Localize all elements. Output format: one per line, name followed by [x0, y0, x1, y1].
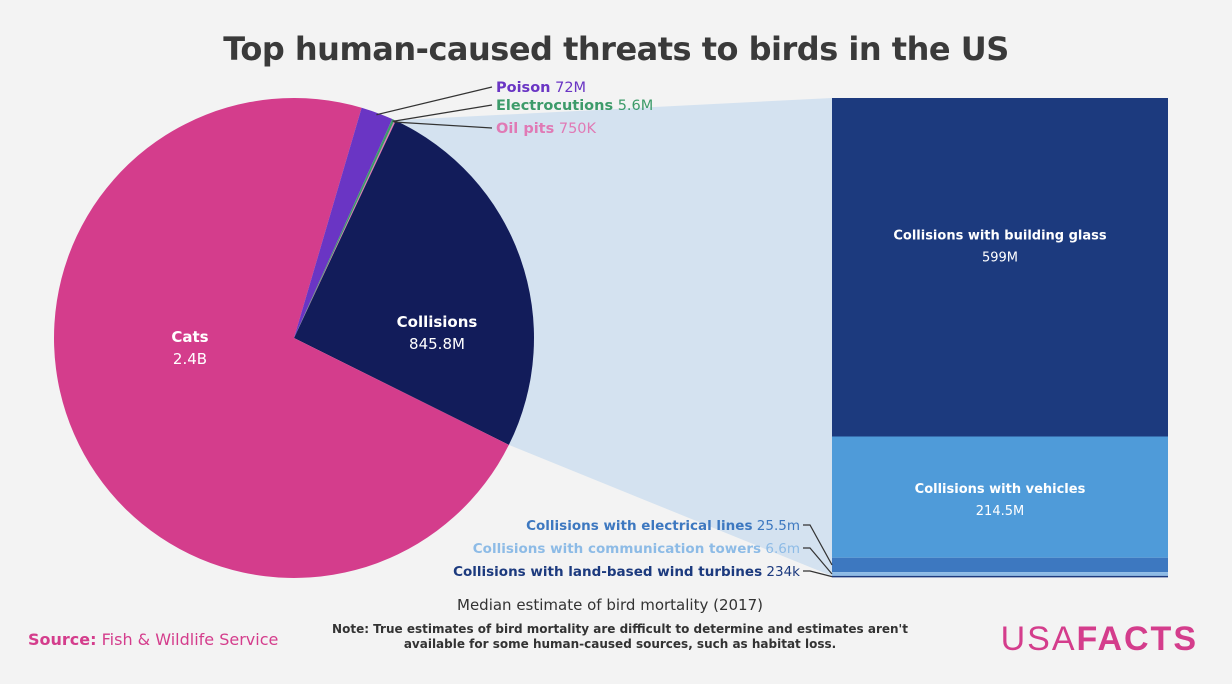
- bar-value-vehicles: 214.5M: [976, 504, 1024, 519]
- pie-slice-oil_pits: [294, 120, 396, 338]
- source-text: Fish & Wildlife Service: [101, 630, 279, 649]
- bar-label-building_glass: Collisions with building glass: [893, 229, 1107, 244]
- data-labels: Cats 2.4B Collisions 845.8M Poison 72M Electr…: [171, 80, 1107, 580]
- bar-segment-communication_towers: [832, 572, 1168, 576]
- callout-line-electrocutions: [392, 104, 493, 122]
- chart-subtitle: Median estimate of bird mortality (2017): [457, 596, 763, 614]
- bar-callout-communication_towers: Collisions with communication towers 6.6…: [473, 541, 800, 557]
- usafacts-logo: USAFACTS: [1001, 620, 1198, 659]
- pie-slice-poison: [294, 107, 393, 338]
- bar-callout-line-wind_turbines: [803, 570, 833, 578]
- callout-label-oil_pits: Oil pits 750K: [496, 121, 597, 137]
- callout-line-oil_pits: [393, 121, 493, 129]
- logo-part1: USA: [1000, 620, 1077, 658]
- bar-callout-line-communication_towers: [803, 547, 833, 575]
- pie-label-collisions: Collisions: [397, 313, 478, 331]
- pie-slice-electrocutions: [294, 119, 395, 339]
- bar-segment-electrical_lines: [832, 557, 1168, 573]
- zoom-connector: [394, 98, 832, 576]
- bar-label-vehicles: Collisions with vehicles: [915, 482, 1086, 497]
- bar-callout-wind_turbines: Collisions with land-based wind turbines…: [453, 564, 800, 580]
- source-label: Source:: [28, 630, 97, 649]
- pie-slice-cats: [54, 97, 509, 578]
- pie-value-collisions: 845.8M: [409, 335, 465, 353]
- callout-label-poison: Poison 72M: [496, 80, 586, 96]
- bar-value-building_glass: 599M: [982, 251, 1018, 266]
- zoom-wedge: [394, 98, 832, 576]
- callout-line-poison: [376, 86, 493, 116]
- pie-chart: [54, 97, 535, 578]
- bar-callout-electrical_lines: Collisions with electrical lines 25.5m: [526, 518, 800, 534]
- pie-slice-collisions: [294, 120, 535, 445]
- callout-label-electrocutions: Electrocutions 5.6M: [496, 98, 653, 114]
- bar-segment-vehicles: [832, 436, 1168, 558]
- footnote: Note: True estimates of bird mortality a…: [332, 622, 908, 651]
- bar-segment-building_glass: [832, 98, 1168, 437]
- bar-segment-wind_turbines: [832, 575, 1168, 578]
- source-credit: Source: Fish & Wildlife Service: [28, 630, 278, 649]
- stacked-bar: [832, 98, 1168, 578]
- chart-title: Top human-caused threats to birds in the…: [223, 30, 1009, 68]
- logo-part2: FACTS: [1076, 620, 1198, 658]
- pie-label-cats: Cats: [171, 328, 208, 346]
- bar-callout-line-electrical_lines: [803, 524, 833, 566]
- pie-value-cats: 2.4B: [173, 350, 207, 368]
